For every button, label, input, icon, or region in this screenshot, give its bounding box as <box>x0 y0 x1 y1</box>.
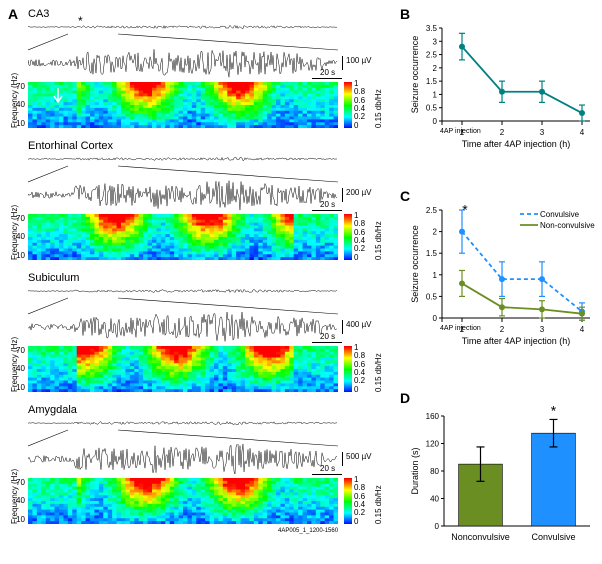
region-label: CA3 <box>28 8 49 20</box>
svg-text:1.5: 1.5 <box>426 77 438 86</box>
svg-text:1.5: 1.5 <box>426 249 438 258</box>
colorbar <box>344 214 352 260</box>
spectrogram <box>28 346 338 392</box>
svg-text:40: 40 <box>430 495 439 504</box>
spectrogram <box>28 82 338 128</box>
scalebar-v <box>342 56 343 70</box>
svg-text:*: * <box>462 201 468 217</box>
scale-h-text: 20 s <box>320 200 335 209</box>
scalebar-h <box>312 342 342 343</box>
svg-text:0: 0 <box>433 314 438 323</box>
region-label: Amygdala <box>28 404 77 416</box>
svg-text:4AP injection: 4AP injection <box>440 325 481 332</box>
eeg-trace <box>28 444 338 474</box>
scale-v-text: 400 µV <box>346 320 372 329</box>
region-label: Subiculum <box>28 272 79 284</box>
chart-b: 12344AP injection00.511.522.533.5Time af… <box>408 16 598 151</box>
spec-ytick: 40 <box>16 496 25 505</box>
scale-h-text: 20 s <box>320 332 335 341</box>
svg-text:2.5: 2.5 <box>426 51 438 60</box>
spec-ytick: 70 <box>16 346 25 355</box>
scalebar-v <box>342 188 343 202</box>
svg-text:3: 3 <box>433 37 438 46</box>
spec-ytick: 40 <box>16 100 25 109</box>
svg-text:0: 0 <box>433 117 438 126</box>
svg-text:*: * <box>551 402 557 418</box>
svg-text:Seizure occurrence: Seizure occurrence <box>410 225 420 303</box>
scalebar-v <box>342 452 343 466</box>
eeg-trace <box>28 180 338 210</box>
colorbar <box>344 478 352 524</box>
colorbar-tick: 0 <box>354 121 358 130</box>
colorbar <box>344 82 352 128</box>
colorbar-tick: 0 <box>354 517 358 526</box>
colorbar-label: 0.15 db/Hz <box>374 485 383 524</box>
svg-text:2: 2 <box>433 228 438 237</box>
scale-v-text: 200 µV <box>346 188 372 197</box>
eeg-trace <box>28 48 338 78</box>
svg-text:4: 4 <box>580 325 585 334</box>
colorbar <box>344 346 352 392</box>
svg-text:3.5: 3.5 <box>426 24 438 33</box>
svg-text:Seizure occurrence: Seizure occurrence <box>410 36 420 114</box>
spec-ytick: 70 <box>16 82 25 91</box>
spec-ytick: 70 <box>16 478 25 487</box>
scale-h-text: 20 s <box>320 68 335 77</box>
svg-text:Time after 4AP injection (h): Time after 4AP injection (h) <box>462 336 571 346</box>
svg-text:Non-convulsive: Non-convulsive <box>540 221 595 230</box>
svg-text:Nonconvulsive: Nonconvulsive <box>451 532 510 542</box>
svg-text:3: 3 <box>540 325 545 334</box>
region-label: Entorhinal Cortex <box>28 140 113 152</box>
chart-d: 0 40 80 120 160 Duration (s) Nonconvulsive Conv… <box>408 400 598 550</box>
scalebar-h <box>312 210 342 211</box>
scalebar-h <box>312 474 342 475</box>
svg-text:80: 80 <box>430 467 439 476</box>
svg-text:2.5: 2.5 <box>426 206 438 215</box>
spec-ytick: 10 <box>16 383 25 392</box>
colorbar-tick: 0 <box>354 253 358 262</box>
svg-text:Convulsive: Convulsive <box>540 210 580 219</box>
spec-ytick: 40 <box>16 364 25 373</box>
scalebar-h <box>312 78 342 79</box>
scalebar-v <box>342 320 343 334</box>
spec-ytick: 40 <box>16 232 25 241</box>
eeg-trace <box>28 312 338 342</box>
svg-text:Convulsive: Convulsive <box>531 532 575 542</box>
svg-text:1: 1 <box>433 271 438 280</box>
scale-v-text: 100 µV <box>346 56 372 65</box>
colorbar-label: 0.15 db/Hz <box>374 353 383 392</box>
spec-ytick: 10 <box>16 515 25 524</box>
svg-text:160: 160 <box>426 412 440 421</box>
spec-ytick: 70 <box>16 214 25 223</box>
svg-text:4: 4 <box>580 128 585 137</box>
colorbar-label: 0.15 db/Hz <box>374 221 383 260</box>
footnote: 4AP005_1_1200-1560 <box>278 528 338 534</box>
svg-text:0: 0 <box>435 522 440 531</box>
svg-text:1: 1 <box>433 90 438 99</box>
svg-text:3: 3 <box>540 128 545 137</box>
colorbar-label: 0.15 db/Hz <box>374 89 383 128</box>
scale-v-text: 500 µV <box>346 452 372 461</box>
scale-h-text: 20 s <box>320 464 335 473</box>
spec-ytick: 10 <box>16 251 25 260</box>
svg-text:120: 120 <box>426 440 440 449</box>
chart-c: 12344AP injection00.511.522.5Time after … <box>408 198 598 348</box>
svg-text:2: 2 <box>500 325 505 334</box>
svg-text:Time after 4AP injection (h): Time after 4AP injection (h) <box>462 139 571 149</box>
svg-text:2: 2 <box>433 64 438 73</box>
svg-text:Duration (s): Duration (s) <box>410 447 420 494</box>
svg-text:4AP injection: 4AP injection <box>440 128 481 135</box>
panel-a-label: A <box>8 6 18 22</box>
spectrogram <box>28 214 338 260</box>
svg-text:0.5: 0.5 <box>426 104 438 113</box>
svg-text:2: 2 <box>500 128 505 137</box>
spec-ytick: 10 <box>16 119 25 128</box>
svg-text:0.5: 0.5 <box>426 292 438 301</box>
colorbar-tick: 0 <box>354 385 358 394</box>
spectrogram <box>28 478 338 524</box>
